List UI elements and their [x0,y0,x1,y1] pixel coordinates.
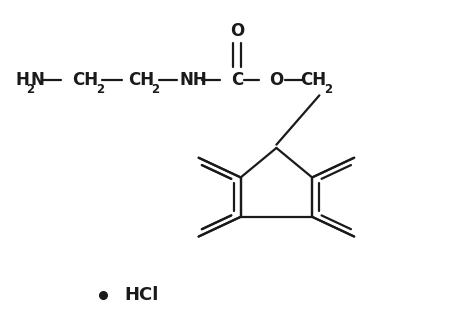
Text: N: N [31,71,44,89]
Text: 2: 2 [324,83,332,96]
Text: HCl: HCl [124,286,158,304]
Text: C: C [231,71,243,89]
Text: O: O [230,22,244,40]
Text: NH: NH [179,71,207,89]
Text: 2: 2 [26,83,34,96]
Text: 2: 2 [96,83,104,96]
Text: 2: 2 [151,83,159,96]
Text: CH: CH [128,71,154,89]
Text: CH: CH [300,71,326,89]
Text: H: H [16,71,30,89]
Text: CH: CH [73,71,99,89]
Text: O: O [269,71,284,89]
